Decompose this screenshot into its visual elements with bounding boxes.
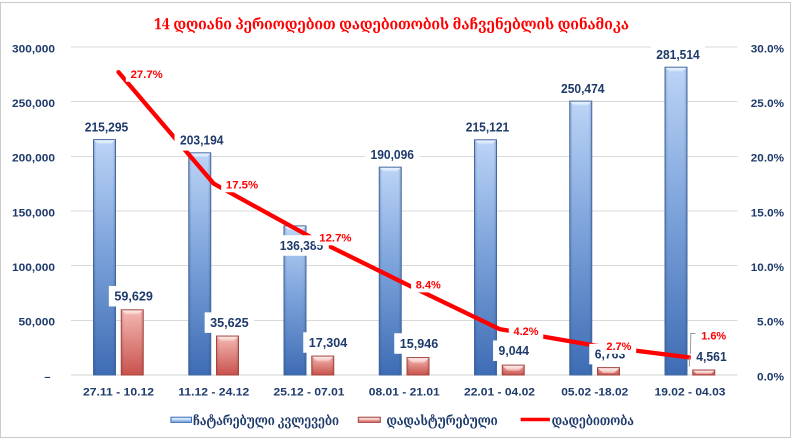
- svg-text:203,194: 203,194: [180, 133, 224, 148]
- svg-text:17.5%: 17.5%: [226, 179, 258, 191]
- svg-text:215,295: 215,295: [85, 119, 129, 134]
- svg-text:17,304: 17,304: [309, 335, 348, 350]
- svg-text:8.4%: 8.4%: [416, 280, 441, 292]
- svg-text:10.0%: 10.0%: [751, 262, 784, 274]
- svg-text:19.02 - 04.03: 19.02 - 04.03: [655, 386, 726, 398]
- svg-text:–: –: [44, 371, 50, 383]
- svg-text:12.7%: 12.7%: [319, 232, 351, 244]
- svg-text:4,561: 4,561: [696, 349, 727, 364]
- svg-text:25.12 - 07.01: 25.12 - 07.01: [274, 386, 345, 398]
- svg-text:200,000: 200,000: [12, 153, 55, 165]
- svg-text:2.7%: 2.7%: [606, 341, 631, 353]
- svg-text:27.11 - 10.12: 27.11 - 10.12: [83, 386, 154, 398]
- svg-text:0.0%: 0.0%: [757, 371, 784, 383]
- svg-text:05.02 -18.02: 05.02 -18.02: [561, 386, 628, 398]
- svg-text:59,629: 59,629: [114, 289, 153, 304]
- svg-text:11.12 - 24.12: 11.12 - 24.12: [178, 386, 249, 398]
- svg-text:100,000: 100,000: [12, 262, 55, 274]
- svg-text:150,000: 150,000: [12, 207, 55, 219]
- svg-text:35,625: 35,625: [210, 315, 249, 330]
- svg-text:25.0%: 25.0%: [751, 98, 784, 110]
- svg-text:9,044: 9,044: [499, 343, 530, 358]
- svg-text:190,096: 190,096: [371, 147, 415, 162]
- svg-text:215,121: 215,121: [466, 120, 510, 135]
- svg-text:281,514: 281,514: [656, 47, 700, 62]
- svg-text:50,000: 50,000: [19, 317, 56, 329]
- svg-text:250,000: 250,000: [12, 98, 55, 110]
- svg-text:136,385: 136,385: [280, 238, 324, 253]
- svg-text:5.0%: 5.0%: [757, 317, 784, 329]
- svg-text:4.2%: 4.2%: [514, 326, 539, 338]
- svg-text:250,474: 250,474: [561, 81, 605, 96]
- svg-text:27.7%: 27.7%: [131, 69, 163, 81]
- svg-text:1.6%: 1.6%: [701, 331, 726, 343]
- svg-text:15,946: 15,946: [400, 336, 439, 351]
- svg-text:20.0%: 20.0%: [751, 153, 784, 165]
- svg-text:30.0%: 30.0%: [751, 43, 784, 55]
- svg-text:300,000: 300,000: [12, 43, 55, 55]
- svg-text:08.01 - 21.01: 08.01 - 21.01: [369, 386, 440, 398]
- svg-text:22.01 - 04.02: 22.01 - 04.02: [464, 386, 535, 398]
- svg-text:15.0%: 15.0%: [751, 207, 784, 219]
